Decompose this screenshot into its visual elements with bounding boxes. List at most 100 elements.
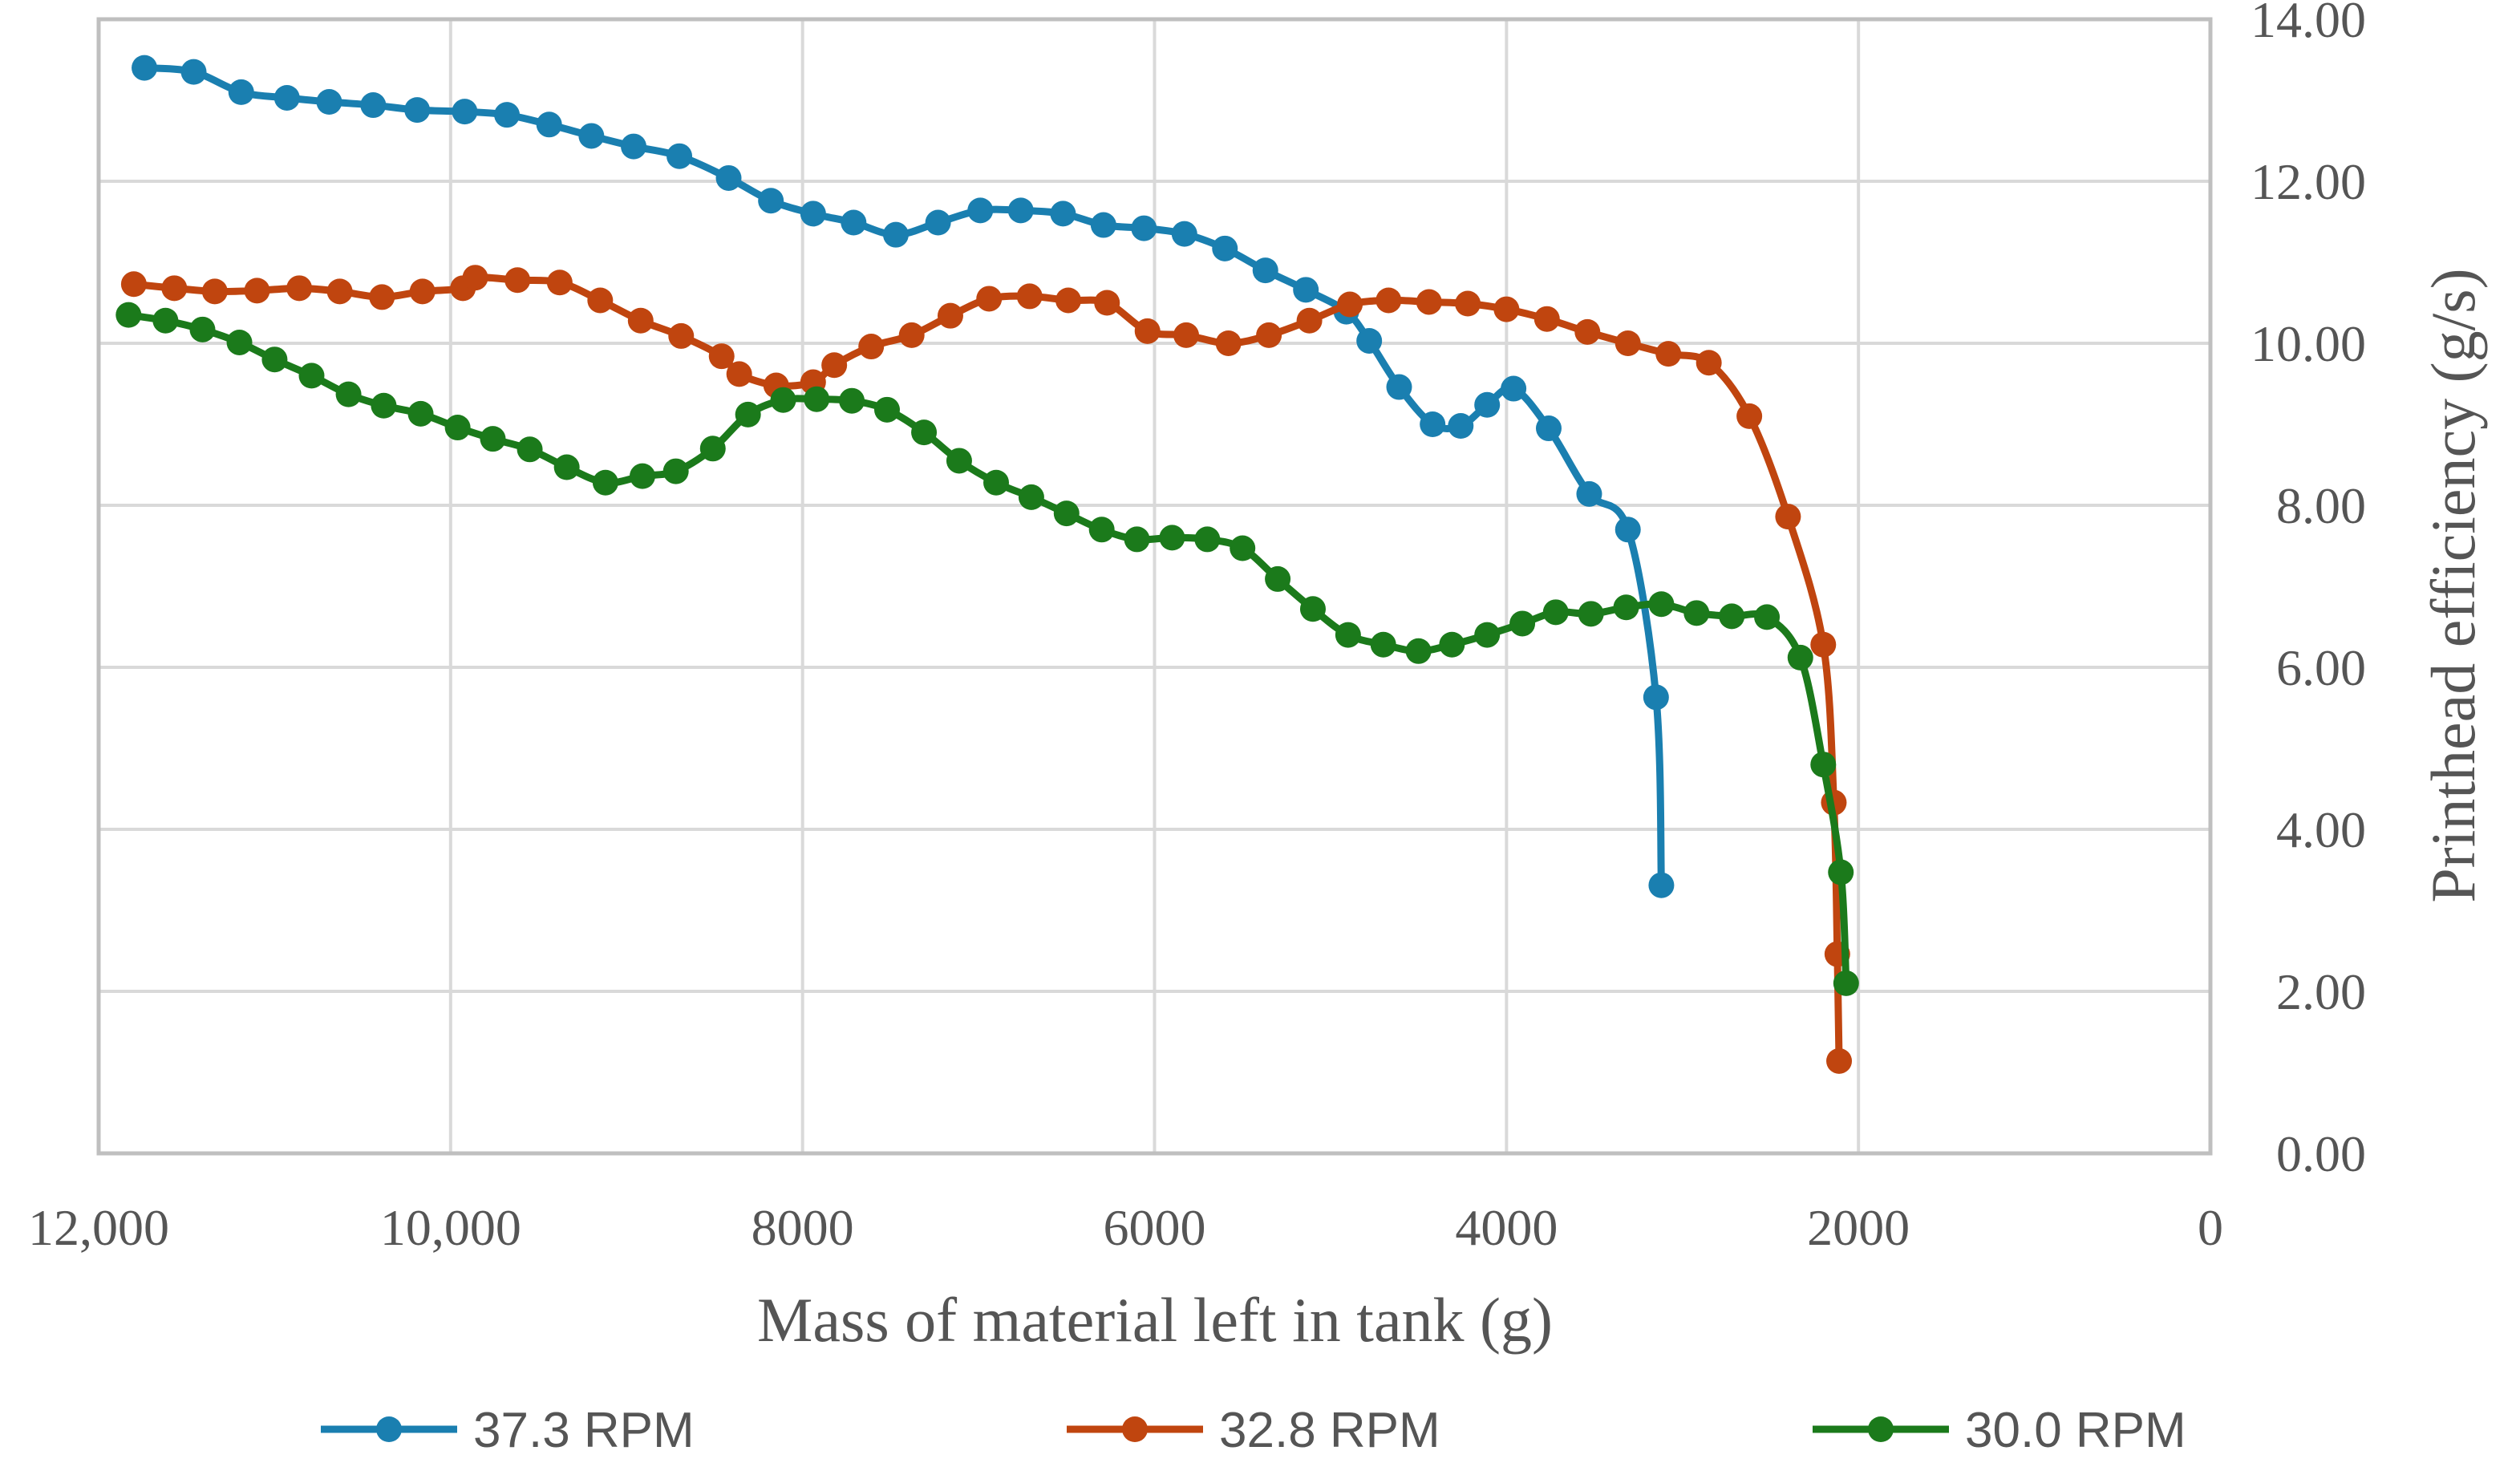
data-point (976, 286, 1003, 312)
legend-marker (1122, 1416, 1148, 1442)
data-point (1754, 604, 1781, 630)
data-point (404, 97, 431, 124)
data-point (1055, 287, 1081, 314)
data-point (298, 363, 325, 389)
legend-item: 32.8 RPM (1067, 1403, 1440, 1458)
data-point (1576, 480, 1602, 507)
data-point (1493, 296, 1520, 322)
data-point (1615, 330, 1641, 356)
data-point (911, 419, 938, 446)
legend-marker (376, 1416, 402, 1442)
data-point (1420, 411, 1446, 437)
data-point (1448, 413, 1474, 440)
data-point (715, 164, 742, 191)
gridlines (99, 18, 2210, 1153)
data-point (1090, 212, 1116, 238)
data-point (1474, 391, 1501, 418)
data-point (1648, 872, 1675, 898)
data-point (1405, 638, 1432, 664)
data-point (1386, 374, 1412, 400)
data-point (228, 79, 254, 105)
data-point (821, 352, 848, 379)
data-point (1578, 601, 1604, 627)
x-tick-label: 8000 (752, 1199, 854, 1256)
data-point (546, 269, 573, 296)
data-point (1648, 591, 1675, 618)
data-point (770, 387, 796, 413)
data-point (1828, 859, 1854, 885)
data-point (629, 463, 655, 489)
data-point (1124, 526, 1150, 553)
data-point (316, 89, 342, 115)
series-line (144, 64, 1665, 885)
data-point (662, 458, 689, 484)
data-point (452, 99, 478, 125)
legend-item: 37.3 RPM (321, 1403, 695, 1458)
data-point (1683, 600, 1710, 626)
x-tick-label: 2000 (1807, 1199, 1910, 1256)
data-point (627, 307, 654, 334)
legend-label: 32.8 RPM (1219, 1403, 1440, 1458)
data-point (369, 284, 395, 310)
data-point (668, 322, 695, 349)
data-point (1613, 594, 1639, 621)
data-point (1775, 504, 1801, 530)
series-group (115, 55, 1859, 1074)
series-32-8-rpm (120, 265, 1853, 1074)
data-point (115, 302, 142, 328)
data-point (800, 201, 826, 227)
data-point (1296, 307, 1323, 334)
data-point (882, 221, 909, 248)
data-point (1215, 330, 1242, 356)
data-point (480, 426, 506, 452)
data-point (553, 454, 580, 480)
data-point (592, 469, 618, 496)
data-point (839, 387, 865, 414)
data-point (1230, 535, 1256, 561)
y-tick-label: 2.00 (2276, 963, 2366, 1020)
data-point (244, 278, 270, 304)
data-point (1736, 403, 1763, 429)
data-point (189, 316, 216, 342)
data-point (120, 271, 147, 298)
data-point (1212, 235, 1238, 261)
data-point (1356, 327, 1383, 354)
data-point (273, 84, 300, 111)
data-point (1018, 484, 1044, 510)
data-point (1574, 318, 1601, 345)
data-point (1696, 350, 1722, 376)
data-point (666, 143, 693, 169)
data-point (804, 386, 830, 412)
data-point (1131, 215, 1157, 241)
data-point (1509, 610, 1536, 637)
data-point (1787, 644, 1813, 671)
data-point (1810, 631, 1837, 658)
legend-label: 30.0 RPM (1965, 1403, 2186, 1458)
data-point (621, 133, 647, 160)
data-point (1173, 322, 1199, 348)
data-point (1810, 752, 1837, 778)
y-tick-label: 14.00 (2251, 0, 2366, 48)
data-point (708, 343, 735, 370)
plot-area-frame (96, 17, 2213, 1156)
data-point (326, 278, 353, 305)
x-tick-label: 4000 (1455, 1199, 1558, 1256)
data-point (152, 307, 179, 334)
data-point (1159, 525, 1185, 551)
y-tick-label: 4.00 (2276, 801, 2366, 858)
y-tick-label: 12.00 (2251, 153, 2366, 210)
data-point (494, 102, 521, 128)
data-point (1439, 631, 1465, 658)
data-point (226, 329, 253, 355)
data-point (517, 436, 543, 463)
data-point (1299, 596, 1326, 622)
data-point (1533, 306, 1560, 332)
data-point (360, 92, 387, 119)
data-point (1375, 287, 1402, 314)
data-point (1474, 622, 1501, 648)
data-point (371, 392, 397, 419)
data-point (1293, 277, 1319, 303)
x-tick-label: 6000 (1104, 1199, 1206, 1256)
data-point (161, 275, 188, 302)
